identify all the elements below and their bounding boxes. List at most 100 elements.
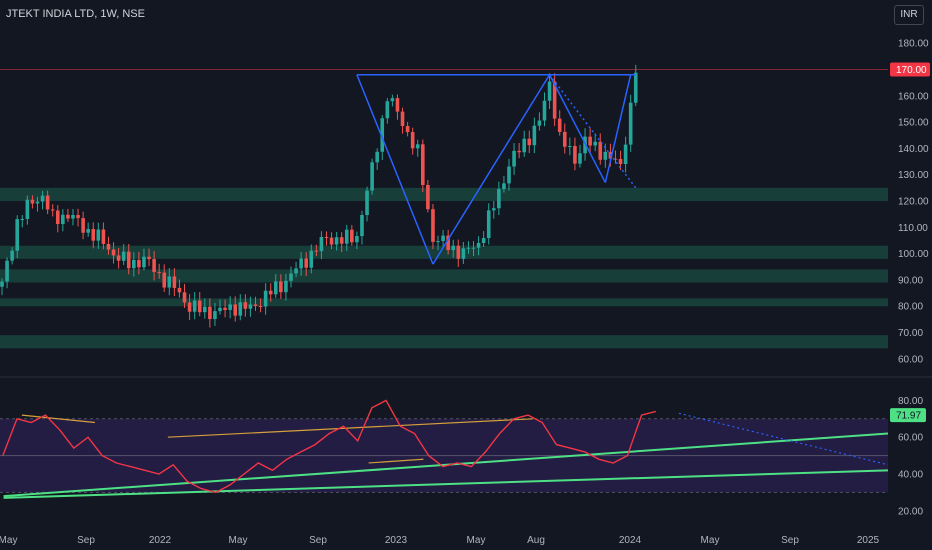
candle-body-41: [208, 306, 212, 320]
candle-body-122: [618, 158, 623, 165]
candle-body-12: [61, 214, 65, 224]
candle-body-66: [334, 237, 339, 245]
price-axis-label-6: 120.00: [898, 197, 929, 208]
candle-body-59: [299, 258, 303, 269]
candle-body-22: [111, 249, 116, 256]
candle-body-88: [446, 235, 450, 251]
candle-body-89: [451, 245, 456, 251]
candle-body-56: [284, 280, 288, 293]
candle-body-55: [279, 281, 283, 293]
time-axis-label-8: 2024: [619, 535, 642, 546]
candle-body-107: [542, 100, 547, 121]
candle-body-72: [365, 190, 369, 215]
candle-body-106: [537, 120, 542, 126]
candle-body-46: [233, 304, 238, 316]
candle-body-23: [116, 255, 121, 261]
candle-body-105: [532, 125, 537, 146]
chart-title: JTEKT INDIA LTD, 1W, NSE: [6, 8, 145, 20]
candle-body-24: [121, 251, 126, 261]
candle-body-49: [248, 304, 253, 309]
candle-body-82: [415, 144, 420, 149]
candle-body-114: [578, 153, 582, 164]
candle-body-8: [40, 195, 45, 202]
candle-body-83: [421, 144, 425, 186]
rsi-line: [2, 399, 656, 494]
candle-body-15: [76, 215, 80, 219]
candle-body-77: [390, 98, 395, 102]
candle-body-58: [294, 268, 298, 274]
candle-body-28: [142, 256, 146, 268]
candle-body-109: [552, 81, 557, 119]
rsi-trendline-1: [3, 469, 889, 499]
time-axis-label-4: Sep: [309, 535, 327, 546]
candle-body-14: [71, 215, 75, 219]
candle-body-118: [598, 141, 603, 160]
candle-body-54: [273, 281, 278, 295]
candle-body-92: [466, 247, 471, 249]
candle-body-125: [633, 72, 638, 103]
pattern-line-2: [356, 74, 434, 265]
pattern-line-5: [604, 74, 632, 183]
currency-button[interactable]: INR: [894, 5, 924, 25]
price-axis-label-5: 130.00: [898, 170, 929, 181]
support-zone-3: [0, 298, 888, 307]
rsi-axis-label-3: 20.00: [898, 506, 923, 517]
candle-body-79: [400, 111, 405, 127]
candle-body-51: [258, 306, 263, 308]
candle-body-33: [167, 276, 172, 288]
candle-body-1: [5, 260, 9, 282]
price-axis-label-2: 160.00: [898, 91, 929, 102]
rsi-trendline-4: [368, 458, 424, 464]
candle-body-19: [96, 229, 101, 241]
candle-body-39: [197, 300, 202, 313]
price-axis-label-3: 150.00: [898, 118, 929, 129]
rsi-axis-label-2: 40.00: [898, 470, 923, 481]
candle-body-9: [45, 195, 50, 210]
time-axis-label-11: 2025: [857, 535, 880, 546]
support-zone-0: [0, 187, 888, 201]
time-axis-label-1: Sep: [77, 535, 95, 546]
candle-body-32: [162, 272, 167, 288]
candle-body-53: [268, 290, 273, 295]
candle-body-13: [66, 214, 70, 219]
time-axis-label-5: 2023: [385, 535, 408, 546]
time-axis-label-9: May: [701, 535, 720, 546]
candle-body-110: [557, 118, 562, 132]
support-zone-2: [0, 269, 888, 283]
candle-body-4: [20, 218, 25, 220]
candle-body-121: [613, 158, 618, 160]
rsi-trendline-0: [3, 432, 889, 498]
candle-body-20: [101, 229, 106, 244]
pattern-line-6: [548, 74, 637, 189]
time-axis-label-10: Sep: [781, 535, 799, 546]
candle-body-47: [238, 302, 243, 316]
candle-body-102: [517, 150, 521, 153]
candle-body-104: [527, 138, 532, 146]
candle-body-80: [405, 126, 410, 133]
candle-body-42: [213, 311, 217, 320]
support-zone-1: [0, 245, 888, 259]
candle-body-69: [350, 229, 354, 243]
candle-body-60: [304, 258, 308, 268]
candle-body-63: [319, 236, 324, 252]
candle-body-35: [177, 287, 182, 293]
rsi-trendline-2: [21, 414, 95, 424]
candle-body-73: [370, 162, 374, 191]
candle-body-96: [486, 210, 491, 239]
price-axis-label-8: 100.00: [898, 249, 929, 260]
rsi-value: 71.97: [896, 411, 921, 422]
candle-body-43: [218, 307, 222, 312]
candle-body-10: [50, 209, 55, 211]
candle-body-103: [522, 138, 527, 153]
candle-body-117: [593, 141, 597, 146]
candle-body-78: [395, 98, 400, 112]
candle-body-112: [568, 145, 572, 147]
candle-body-21: [106, 243, 111, 250]
candle-body-38: [192, 300, 197, 312]
candle-body-52: [263, 290, 268, 307]
rsi-trendline-3: [167, 418, 533, 438]
time-axis-label-7: Aug: [527, 535, 545, 546]
price-axis-label-4: 140.00: [898, 144, 929, 155]
support-zone-4: [0, 335, 888, 349]
